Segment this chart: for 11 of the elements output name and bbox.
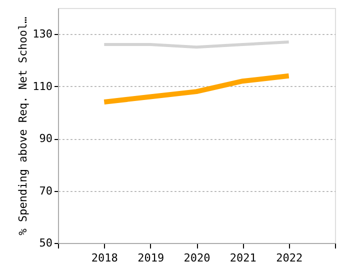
- x-tick-label: 2021: [230, 252, 256, 264]
- y-tick-label: 50: [39, 236, 52, 250]
- y-tick-label: 130: [32, 28, 52, 41]
- x-tick-label: 2022: [276, 252, 303, 264]
- y-tick-label: 70: [39, 184, 52, 198]
- y-axis-title: % Spending above Req. Net School…: [16, 16, 30, 236]
- x-tick-label: 2020: [184, 252, 210, 264]
- x-tick-label: 2018: [91, 252, 118, 264]
- y-tick-label: 110: [32, 80, 52, 93]
- x-tick-label: 2019: [138, 252, 164, 264]
- y-tick-label: 90: [39, 132, 52, 146]
